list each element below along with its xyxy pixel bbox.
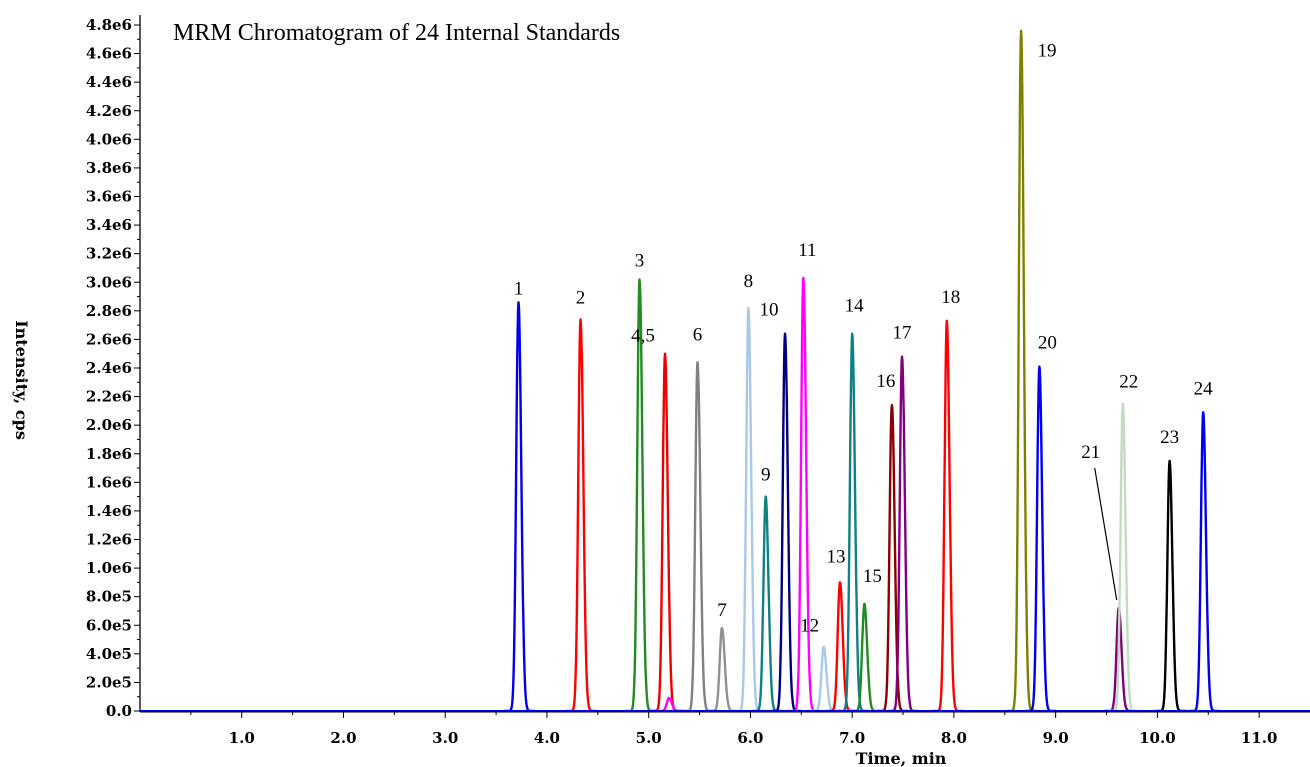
peak-label-9: 9 bbox=[761, 465, 771, 486]
peak-label-18: 18 bbox=[941, 287, 960, 308]
peak-label-12: 12 bbox=[800, 616, 819, 637]
peak-18 bbox=[931, 319, 964, 713]
peak-label-8: 8 bbox=[744, 271, 754, 292]
peak-1 bbox=[503, 301, 536, 713]
y-tick-label: 3.8e6 bbox=[86, 159, 132, 177]
y-tick-label: 0.0 bbox=[106, 702, 132, 720]
y-tick-label: 1.0e6 bbox=[86, 559, 132, 577]
peak-label-4-5: 4,5 bbox=[631, 326, 655, 347]
peak-7 bbox=[706, 626, 739, 713]
x-tick-label: 7.0 bbox=[839, 729, 865, 747]
y-tick-label: 8.0e5 bbox=[86, 588, 132, 606]
y-tick-label: 2.4e6 bbox=[86, 359, 132, 377]
x-tick-label: 10.0 bbox=[1139, 729, 1176, 747]
peak-label-14: 14 bbox=[845, 296, 865, 317]
y-tick-label: 1.6e6 bbox=[86, 473, 132, 491]
y-tick-label: 6.0e5 bbox=[86, 616, 132, 634]
y-tick-label: 3.4e6 bbox=[86, 216, 132, 234]
peak-label-6: 6 bbox=[693, 324, 703, 345]
peak-label-24: 24 bbox=[1194, 378, 1214, 399]
peak-label-3: 3 bbox=[635, 250, 645, 271]
peak-24 bbox=[1188, 411, 1221, 713]
peak-20 bbox=[1024, 365, 1057, 713]
peak-9 bbox=[750, 495, 783, 713]
peak-11 bbox=[788, 276, 821, 713]
peak-label-16: 16 bbox=[876, 371, 895, 392]
y-tick-label: 1.8e6 bbox=[86, 445, 132, 463]
y-tick-label: 2.2e6 bbox=[86, 388, 132, 406]
chart-title: MRM Chromatogram of 24 Internal Standard… bbox=[173, 20, 620, 46]
y-tick-label: 1.2e6 bbox=[86, 531, 132, 549]
peak-label-7: 7 bbox=[717, 600, 727, 621]
peak-label-17: 17 bbox=[893, 323, 912, 344]
x-tick-label: 2.0 bbox=[330, 729, 356, 747]
peak-label-23: 23 bbox=[1160, 427, 1179, 448]
peak-label-10: 10 bbox=[760, 300, 779, 321]
peak-15 bbox=[849, 602, 882, 713]
y-tick-label: 2.8e6 bbox=[86, 302, 132, 320]
peak-label-15: 15 bbox=[863, 566, 882, 587]
peak-2 bbox=[565, 318, 598, 713]
y-tick-label: 3.2e6 bbox=[86, 245, 132, 263]
y-tick-label: 4.8e6 bbox=[86, 16, 132, 34]
peak-label-13: 13 bbox=[826, 546, 845, 567]
peak-label-2: 2 bbox=[576, 287, 586, 308]
peak-6 bbox=[682, 361, 715, 713]
x-axis-label: Time, min bbox=[856, 749, 947, 767]
peaks-layer bbox=[503, 29, 1221, 713]
peak-8 bbox=[733, 306, 766, 713]
axes-layer: 0.0 2.0e5 4.0e5 6.0e5 8.0e5 1.0e6 1.2e6 1.4e6 1.… bbox=[86, 15, 1310, 747]
y-tick-label: 4.6e6 bbox=[86, 45, 132, 63]
peak-21-leader-line bbox=[1094, 468, 1118, 601]
peak-label-22: 22 bbox=[1119, 372, 1138, 393]
peak-23 bbox=[1154, 459, 1187, 713]
peak-label-1: 1 bbox=[514, 278, 524, 299]
y-tick-label: 4.0e5 bbox=[86, 645, 132, 663]
y-tick-label: 1.4e6 bbox=[86, 502, 132, 520]
y-tick-label: 2.6e6 bbox=[86, 330, 132, 348]
peak-19 bbox=[1006, 29, 1039, 713]
x-tick-label: 8.0 bbox=[941, 729, 967, 747]
y-tick-label: 4.0e6 bbox=[86, 130, 132, 148]
peak-label-21: 21 bbox=[1081, 442, 1100, 463]
peak-label-20: 20 bbox=[1038, 333, 1057, 354]
x-tick-label: 5.0 bbox=[636, 729, 662, 747]
y-tick-label: 4.4e6 bbox=[86, 73, 132, 91]
y-axis-label: Intensity, cps bbox=[12, 320, 31, 440]
peak-label-19: 19 bbox=[1038, 41, 1057, 62]
peak-13 bbox=[824, 581, 857, 713]
x-tick-label: 3.0 bbox=[432, 729, 458, 747]
x-tick-label: 4.0 bbox=[534, 729, 560, 747]
y-tick-label: 3.6e6 bbox=[86, 188, 132, 206]
peak-22 bbox=[1107, 402, 1140, 713]
x-tick-label: 6.0 bbox=[737, 729, 763, 747]
x-tick-label: 9.0 bbox=[1043, 729, 1069, 747]
peak-10 bbox=[770, 332, 803, 713]
peak-label-11: 11 bbox=[798, 240, 816, 261]
x-tick-label: 1.0 bbox=[229, 729, 255, 747]
y-tick-label: 4.2e6 bbox=[86, 102, 132, 120]
y-tick-label: 3.0e6 bbox=[86, 273, 132, 291]
y-tick-label: 2.0e6 bbox=[86, 416, 132, 434]
x-tick-label: 11.0 bbox=[1241, 729, 1278, 747]
y-tick-label: 2.0e5 bbox=[86, 673, 132, 691]
peak-4-5 bbox=[649, 352, 682, 713]
